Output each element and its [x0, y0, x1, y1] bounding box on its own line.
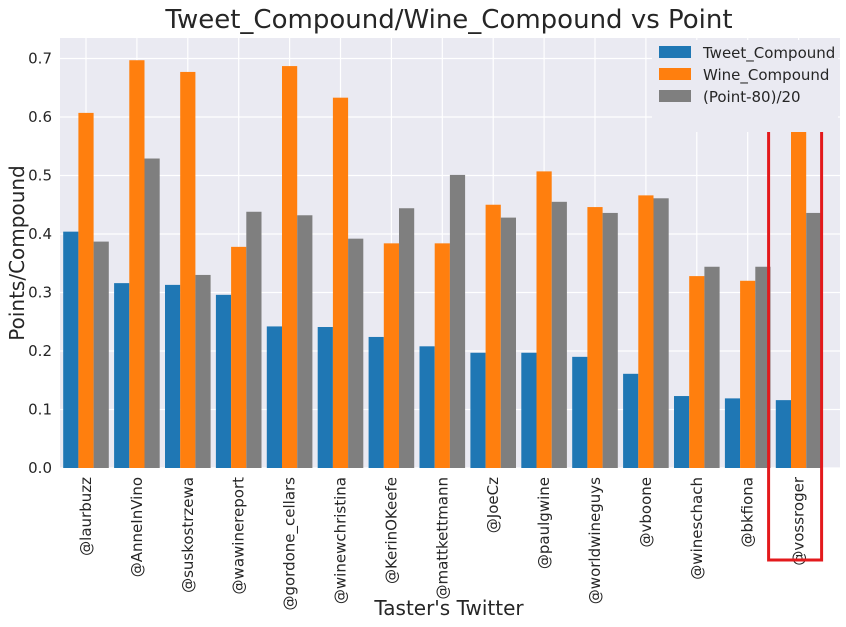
- bar-Tweet_Compound: [419, 346, 435, 468]
- bar-Wine_Compound: [282, 66, 298, 468]
- bar-Tweet_Compound: [775, 400, 791, 468]
- bar-(Point-80)/20: [704, 266, 720, 468]
- bar-Tweet_Compound: [63, 231, 79, 468]
- bar-Wine_Compound: [383, 243, 399, 468]
- x-tick-label: @vossroger: [790, 476, 808, 565]
- bar-(Point-80)/20: [653, 198, 669, 468]
- bar-Wine_Compound: [791, 108, 807, 468]
- legend: Tweet_Compound Wine_Compound (Point-80)/20: [652, 40, 838, 132]
- bar-Wine_Compound: [587, 207, 603, 468]
- bar-(Point-80)/20: [399, 208, 415, 468]
- bar-(Point-80)/20: [348, 238, 364, 468]
- y-ticks: 0.0 0.1 0.2 0.3 0.4 0.5 0.6 0.7: [28, 49, 52, 477]
- bar-Tweet_Compound: [674, 396, 690, 468]
- bar-Tweet_Compound: [215, 294, 232, 468]
- x-tick-label: @mattkettmann: [433, 477, 451, 600]
- bar-(Point-80)/20: [195, 274, 211, 468]
- x-tick-label: @wineschach: [688, 477, 706, 580]
- bar-Tweet_Compound: [368, 336, 384, 468]
- bar-Tweet_Compound: [521, 352, 537, 468]
- y-axis-label: Points/Compound: [5, 165, 29, 340]
- bars: [63, 60, 822, 469]
- bar-(Point-80)/20: [551, 201, 567, 469]
- x-tick-label: @vboone: [637, 477, 655, 548]
- bar-Wine_Compound: [180, 71, 196, 468]
- bar-(Point-80)/20: [93, 241, 109, 468]
- legend-swatch: [659, 90, 691, 102]
- bar-Wine_Compound: [78, 112, 94, 469]
- y-tick-label: 0.7: [28, 49, 52, 67]
- bar-Tweet_Compound: [114, 283, 130, 468]
- bar-(Point-80)/20: [144, 158, 160, 468]
- bar-Tweet_Compound: [724, 398, 741, 468]
- x-tick-label: @AnneInVino: [128, 477, 146, 577]
- bar-(Point-80)/20: [755, 266, 771, 468]
- bar-Tweet_Compound: [623, 373, 639, 468]
- x-tick-label: @wawinereport: [230, 477, 248, 595]
- bar-Tweet_Compound: [572, 356, 588, 468]
- y-tick-label: 0.6: [28, 108, 52, 126]
- bar-(Point-80)/20: [602, 212, 618, 468]
- bar-Tweet_Compound: [317, 327, 333, 468]
- bar-(Point-80)/20: [806, 212, 822, 468]
- chart-title: Tweet_Compound/Wine_Compound vs Point: [164, 5, 732, 35]
- y-tick-label: 0.1: [28, 400, 52, 418]
- bar-Wine_Compound: [485, 204, 501, 469]
- bar-Wine_Compound: [638, 195, 654, 468]
- x-tick-label: @paulgwine: [535, 477, 553, 569]
- x-tick-label: @winewchristina: [332, 477, 350, 604]
- bar-Wine_Compound: [332, 97, 349, 469]
- x-tick-label: @KerinOKeefe: [382, 477, 400, 584]
- legend-swatch: [659, 68, 691, 80]
- x-tick-label: @JoeCz: [484, 477, 502, 533]
- x-axis-label: Taster's Twitter: [373, 596, 524, 620]
- bar-Wine_Compound: [740, 280, 756, 468]
- y-tick-label: 0.4: [28, 225, 52, 243]
- legend-swatch: [659, 46, 691, 58]
- x-tick-label: @suskostrzewa: [179, 477, 197, 593]
- x-tick-label: @laurbuzz: [77, 477, 95, 556]
- bar-Wine_Compound: [434, 243, 450, 468]
- x-tick-label: @worldwineguys: [586, 477, 604, 604]
- bar-Wine_Compound: [536, 171, 552, 468]
- legend-label: (Point-80)/20: [703, 88, 801, 106]
- y-tick-label: 0.2: [28, 342, 52, 360]
- bar-Wine_Compound: [689, 276, 705, 468]
- bar-Wine_Compound: [231, 246, 247, 468]
- bar-(Point-80)/20: [449, 174, 466, 469]
- legend-label: Wine_Compound: [703, 66, 829, 85]
- bar-(Point-80)/20: [297, 215, 313, 468]
- bar-Tweet_Compound: [470, 352, 486, 468]
- y-tick-label: 0.5: [28, 166, 52, 184]
- y-tick-label: 0.3: [28, 283, 52, 301]
- y-tick-label: 0.0: [28, 459, 52, 477]
- bar-(Point-80)/20: [246, 211, 262, 468]
- bar-(Point-80)/20: [500, 217, 516, 468]
- legend-label: Tweet_Compound: [702, 44, 835, 63]
- bar-Wine_Compound: [129, 60, 145, 468]
- x-tick-label: @gordone_cellars: [281, 477, 300, 611]
- x-ticks: @laurbuzz @AnneInVino @suskostrzewa @wawine…: [77, 476, 808, 610]
- bar-Tweet_Compound: [165, 284, 181, 468]
- bar-Tweet_Compound: [266, 326, 282, 468]
- x-tick-label: @bkfiona: [739, 477, 757, 548]
